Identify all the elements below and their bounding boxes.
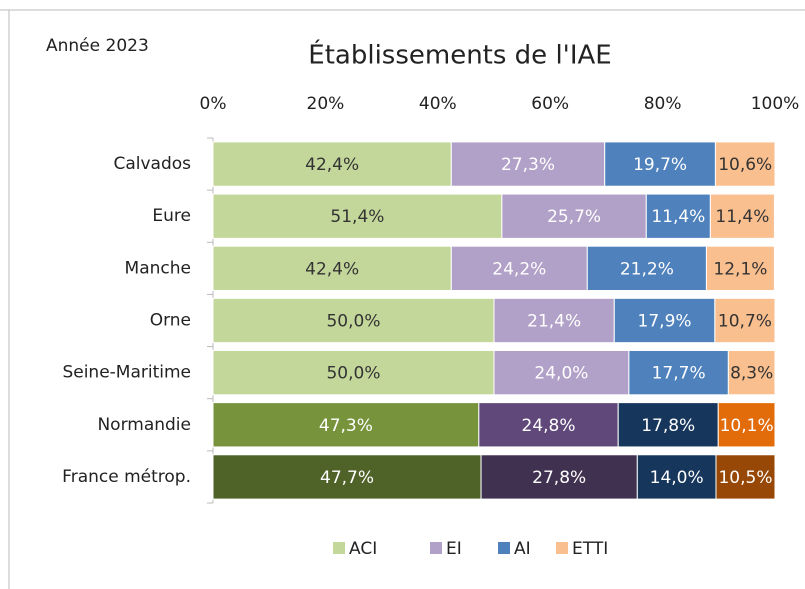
bar-segment — [212, 297, 495, 344]
y-tick-label: France métrop. — [62, 467, 191, 487]
bar-segment — [450, 141, 606, 187]
x-tick-label: 20% — [307, 94, 345, 114]
bar-segment — [645, 193, 711, 239]
value-label: 42,4% — [305, 155, 359, 175]
value-label: 12,1% — [713, 259, 767, 279]
value-label: 21,2% — [620, 259, 674, 279]
value-label: 50,0% — [326, 364, 380, 384]
value-label: 10,7% — [718, 312, 772, 332]
bar-segment — [493, 349, 630, 396]
chart-title: Établissements de l'IAE — [308, 39, 611, 71]
x-tick-label: 60% — [531, 94, 569, 114]
x-tick-label: 80% — [644, 94, 682, 114]
x-tick-label: 100% — [751, 94, 800, 114]
bar-segment — [717, 402, 776, 448]
legend-swatch — [333, 542, 345, 554]
bar-segment — [501, 193, 647, 239]
value-label: 10,5% — [718, 468, 772, 488]
value-label: 25,7% — [547, 207, 601, 227]
legend-label: ACI — [349, 539, 377, 559]
bar-segment — [628, 349, 729, 396]
bar-segment — [493, 297, 615, 344]
y-tick-label: Normandie — [97, 415, 191, 435]
y-tick-label: Orne — [150, 311, 191, 331]
value-label: 21,4% — [527, 312, 581, 332]
value-label: 24,8% — [522, 416, 576, 436]
value-label: 17,8% — [641, 416, 695, 436]
subtitle: Année 2023 — [46, 36, 149, 56]
bar-segment — [212, 454, 482, 500]
value-label: 47,3% — [319, 416, 373, 436]
y-tick-label: Eure — [152, 206, 191, 226]
bar-segment — [212, 141, 452, 187]
bar-segment — [709, 193, 775, 239]
bar-segment — [617, 402, 719, 448]
bar-segment — [705, 245, 775, 292]
value-label: 14,0% — [650, 468, 704, 488]
value-label: 17,9% — [638, 312, 692, 332]
bar-segment — [604, 141, 716, 187]
value-label: 47,7% — [320, 468, 374, 488]
bar-segment — [715, 454, 776, 500]
bar-segment — [212, 193, 503, 239]
bar-segment — [212, 245, 452, 292]
value-label: 11,4% — [651, 207, 705, 227]
value-label: 24,2% — [492, 259, 546, 279]
value-label: 10,6% — [718, 155, 772, 175]
legend-swatch — [430, 542, 442, 554]
bar-segment — [478, 402, 619, 448]
value-label: 19,7% — [633, 155, 687, 175]
value-label: 8,3% — [730, 364, 773, 384]
legend-swatch — [556, 542, 568, 554]
bar-segment — [212, 402, 480, 448]
bar-segment — [714, 297, 776, 344]
bar-segment — [480, 454, 638, 500]
value-label: 51,4% — [330, 207, 384, 227]
legend-label: EI — [446, 539, 462, 559]
value-label: 10,1% — [720, 416, 774, 436]
value-label: 11,4% — [715, 207, 769, 227]
value-label: 50,0% — [326, 312, 380, 332]
bar-segment — [727, 349, 776, 396]
legend-swatch — [498, 542, 510, 554]
value-label: 17,7% — [652, 364, 706, 384]
bar-segment — [450, 245, 588, 292]
bar-segment — [636, 454, 717, 500]
x-tick-label: 40% — [419, 94, 457, 114]
value-label: 27,3% — [501, 155, 555, 175]
value-label: 27,8% — [532, 468, 586, 488]
bar-segment — [714, 141, 776, 187]
x-tick-label: 0% — [200, 94, 227, 114]
bar-segment — [586, 245, 707, 292]
y-tick-label: Manche — [125, 258, 191, 278]
value-label: 24,0% — [534, 364, 588, 384]
legend-label: AI — [514, 539, 531, 559]
value-label: 42,4% — [305, 259, 359, 279]
y-tick-label: Seine-Maritime — [62, 363, 191, 383]
y-tick-label: Calvados — [113, 154, 191, 174]
bar-segment — [613, 297, 716, 344]
legend-label: ETTI — [572, 539, 608, 559]
bar-segment — [212, 349, 495, 396]
